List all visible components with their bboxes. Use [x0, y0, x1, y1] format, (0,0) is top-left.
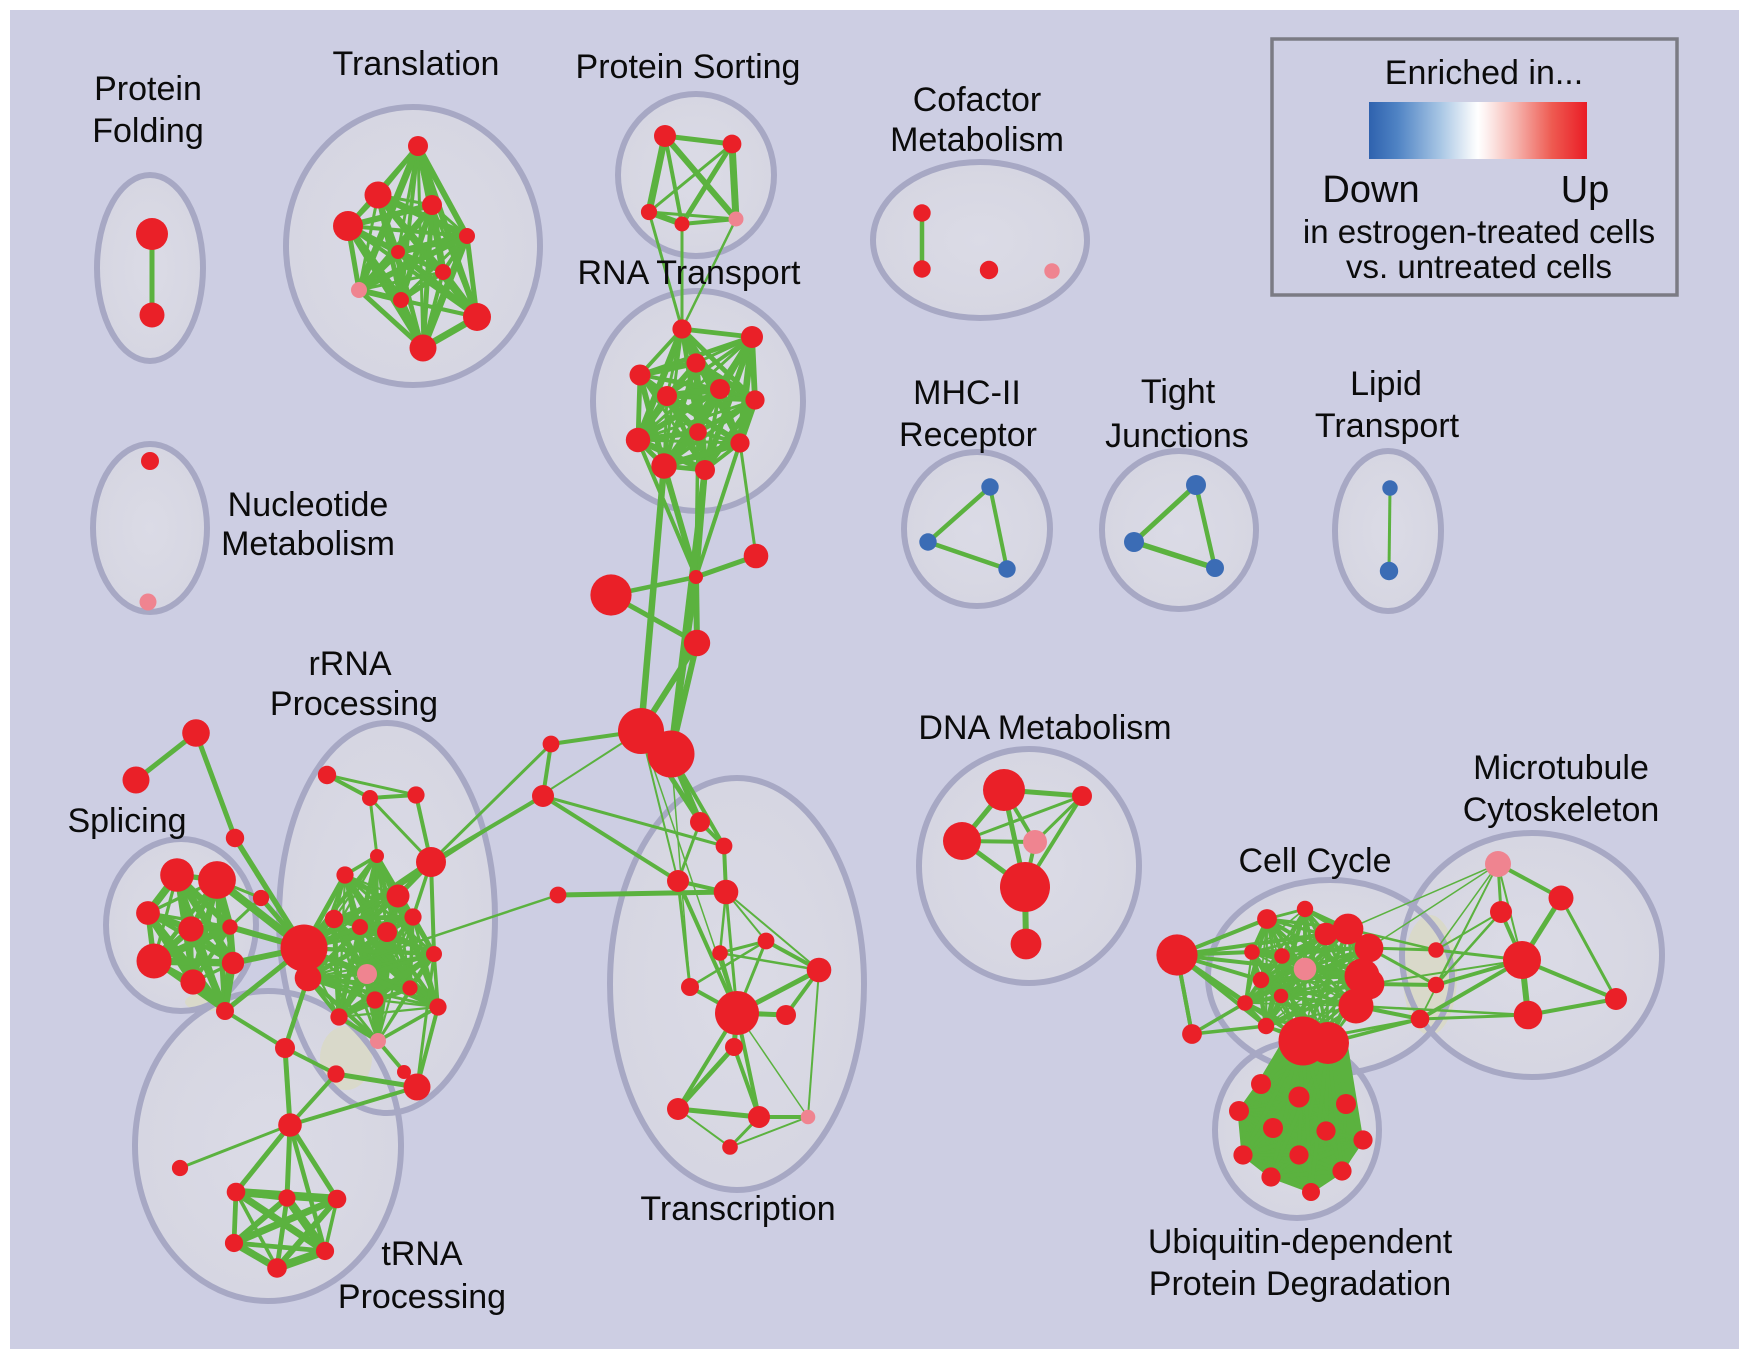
- svg-text:Transport: Transport: [1315, 407, 1460, 445]
- svg-text:Enriched in...: Enriched in...: [1385, 54, 1583, 92]
- svg-text:in estrogen-treated cells: in estrogen-treated cells: [1303, 213, 1655, 250]
- svg-text:Microtubule: Microtubule: [1473, 749, 1649, 787]
- svg-text:Transcription: Transcription: [640, 1190, 835, 1228]
- svg-text:Protein: Protein: [94, 70, 202, 108]
- svg-text:Ubiquitin-dependent: Ubiquitin-dependent: [1148, 1223, 1453, 1261]
- svg-text:Cofactor: Cofactor: [913, 81, 1042, 119]
- svg-text:tRNA: tRNA: [381, 1235, 463, 1273]
- svg-text:Protein Sorting: Protein Sorting: [576, 48, 801, 86]
- svg-text:Cell Cycle: Cell Cycle: [1238, 842, 1391, 880]
- svg-text:vs. untreated cells: vs. untreated cells: [1346, 248, 1612, 285]
- svg-text:Nucleotide: Nucleotide: [228, 486, 389, 524]
- svg-text:RNA Transport: RNA Transport: [578, 254, 802, 292]
- svg-text:rRNA: rRNA: [308, 645, 391, 683]
- svg-text:DNA Metabolism: DNA Metabolism: [918, 709, 1171, 747]
- svg-text:Up: Up: [1561, 169, 1610, 211]
- svg-text:Down: Down: [1322, 169, 1419, 211]
- svg-text:Splicing: Splicing: [67, 802, 186, 840]
- svg-text:Junctions: Junctions: [1105, 417, 1249, 455]
- svg-text:Lipid: Lipid: [1350, 365, 1422, 403]
- svg-text:Translation: Translation: [333, 45, 500, 83]
- svg-text:Processing: Processing: [338, 1278, 506, 1316]
- svg-text:Metabolism: Metabolism: [221, 525, 395, 563]
- svg-text:Folding: Folding: [92, 112, 204, 150]
- svg-text:Protein Degradation: Protein Degradation: [1149, 1265, 1451, 1303]
- svg-text:Tight: Tight: [1141, 373, 1216, 411]
- svg-text:MHC-II: MHC-II: [913, 374, 1021, 412]
- svg-text:Receptor: Receptor: [899, 416, 1037, 454]
- svg-text:Metabolism: Metabolism: [890, 121, 1064, 159]
- svg-text:Processing: Processing: [270, 685, 438, 723]
- svg-text:Cytoskeleton: Cytoskeleton: [1463, 791, 1660, 829]
